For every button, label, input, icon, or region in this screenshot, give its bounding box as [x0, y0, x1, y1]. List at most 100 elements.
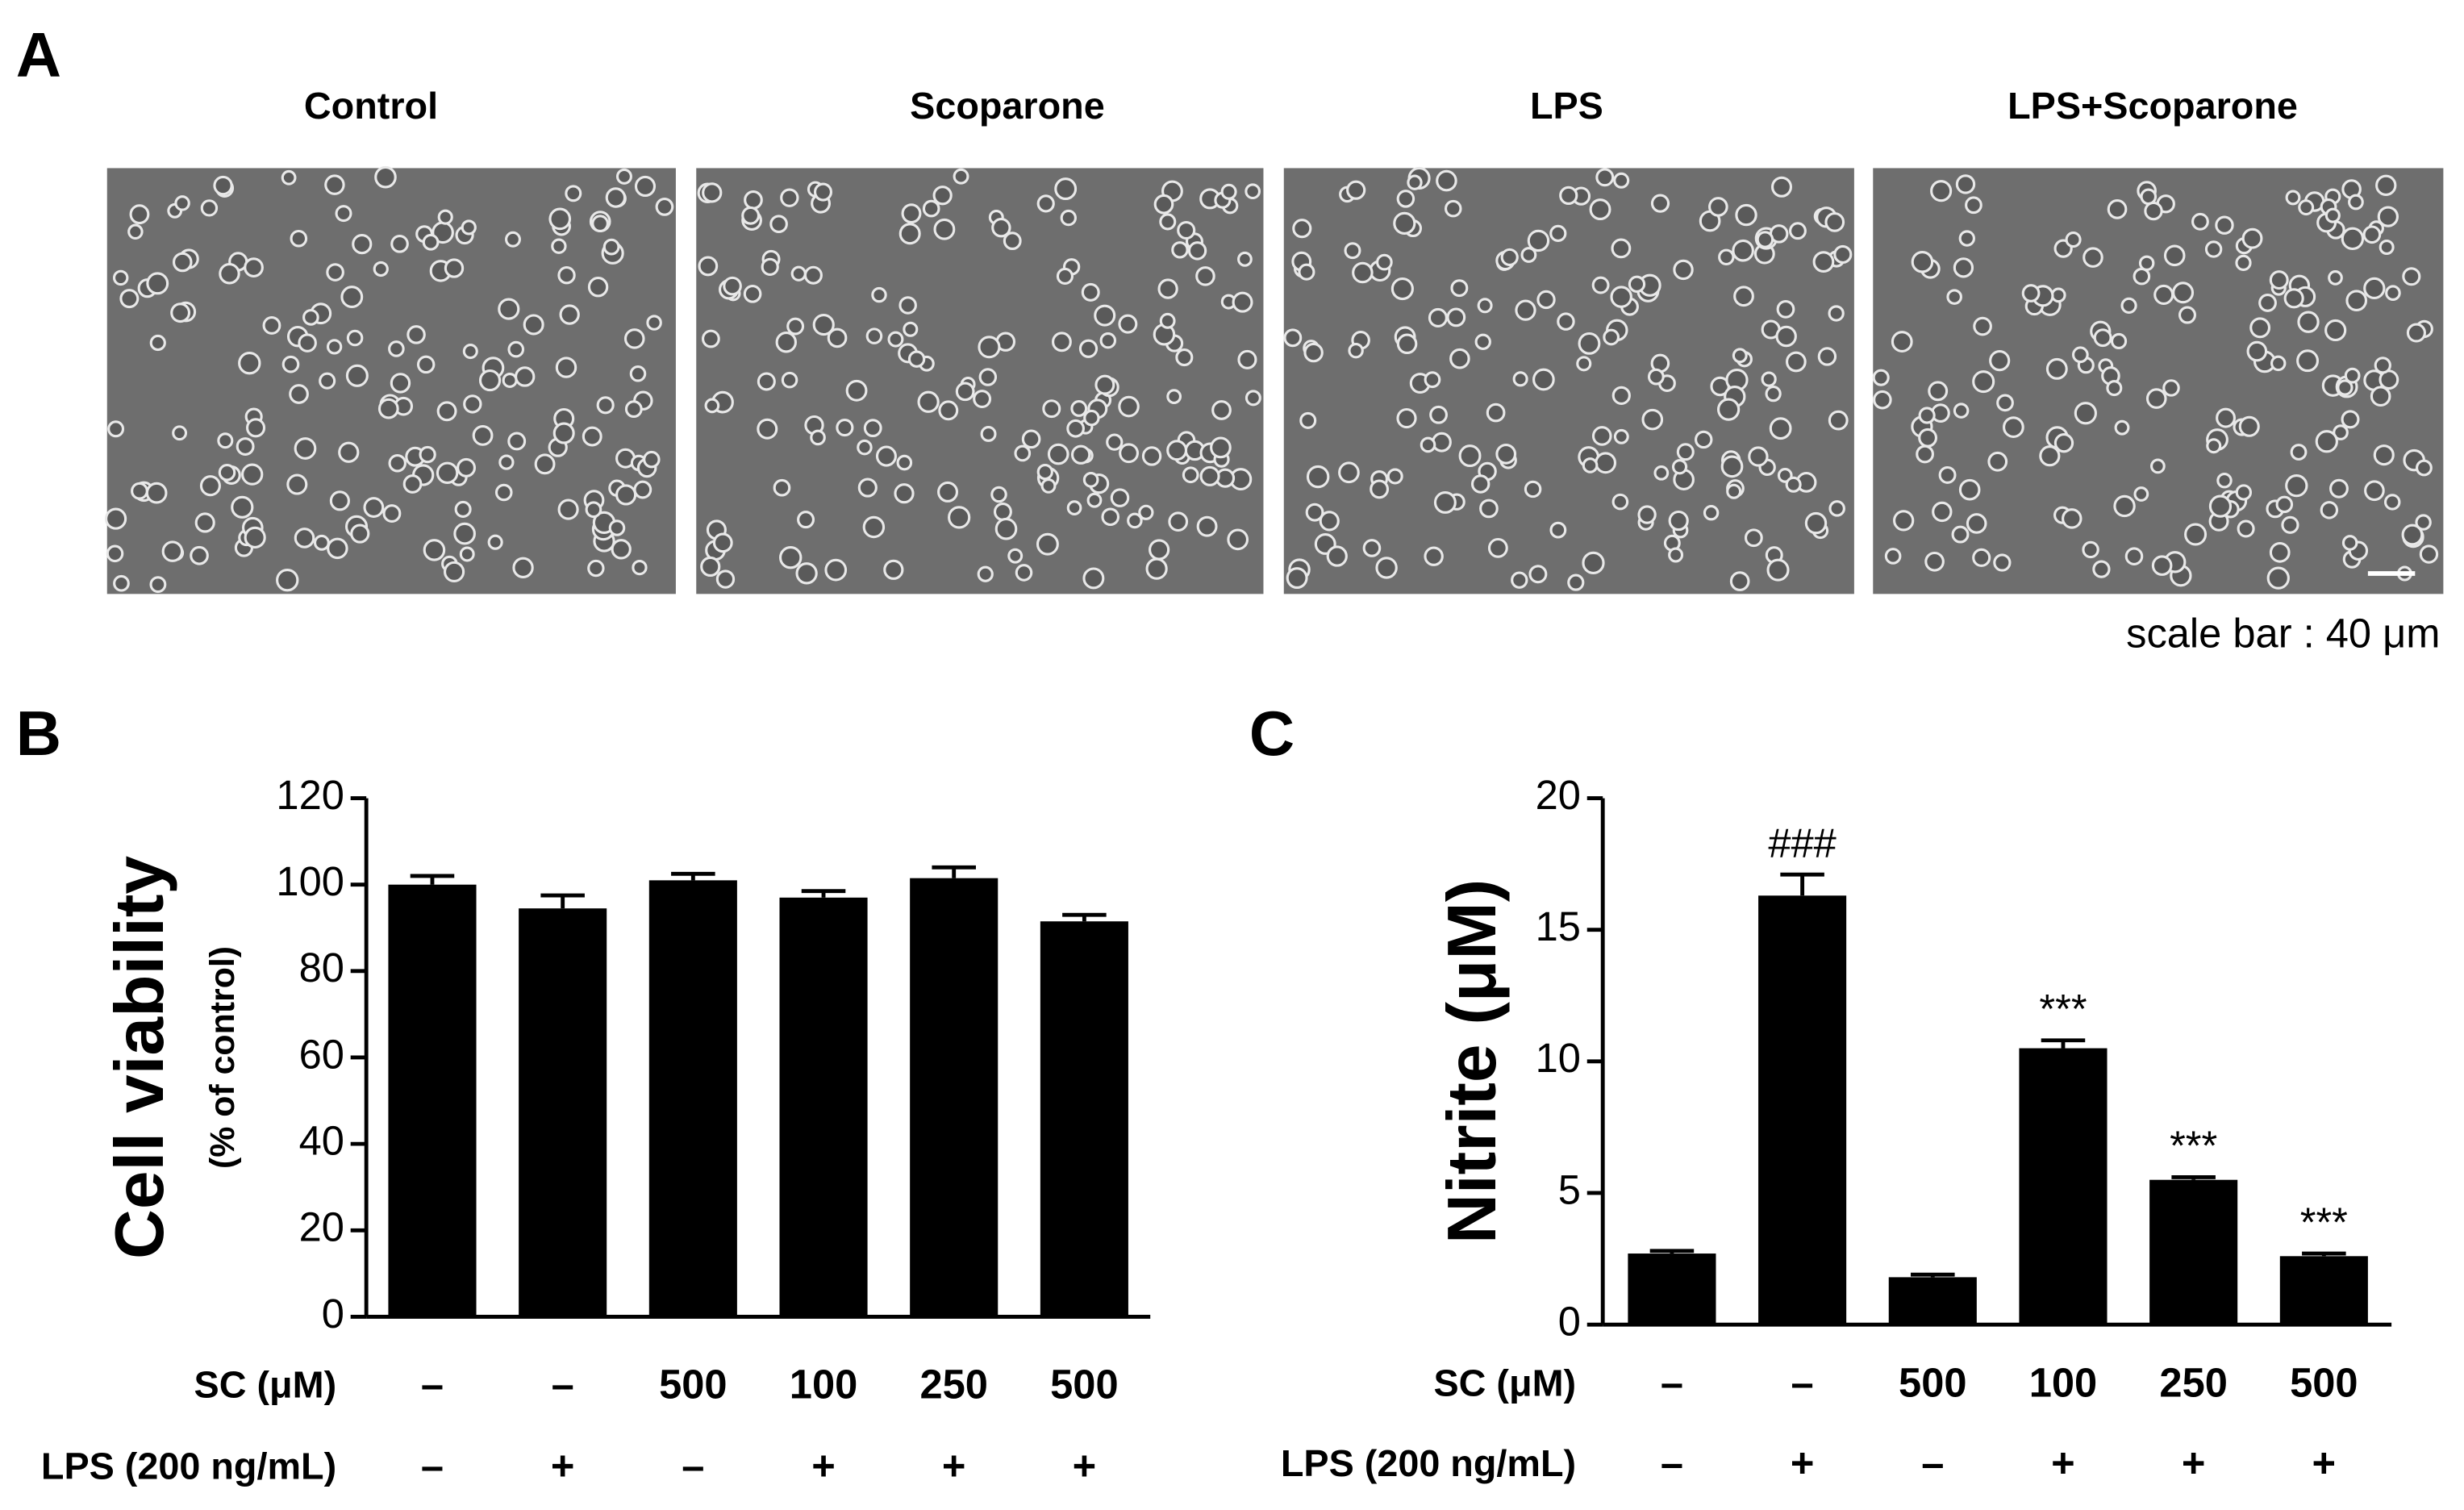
cell: [2341, 535, 2358, 551]
cell: [1733, 286, 1754, 307]
cell: [978, 336, 1001, 359]
error-bar: [2302, 1251, 2346, 1257]
cell: [1375, 557, 1398, 579]
cell: [775, 332, 797, 353]
cell: [294, 437, 317, 460]
cell: [1729, 571, 1750, 591]
cell: [1613, 428, 1629, 444]
cell: [629, 365, 647, 382]
significance-label: ###: [1768, 820, 1836, 866]
cell: [1611, 493, 1629, 511]
cell: [1595, 168, 1615, 187]
cell: [1650, 194, 1670, 213]
cell: [2383, 494, 2401, 511]
cell: [352, 234, 373, 255]
cell: [461, 219, 477, 236]
treatment-value: +: [1073, 1443, 1097, 1489]
cell: [978, 368, 998, 386]
cell: [335, 205, 352, 223]
cell: [1828, 410, 1849, 431]
y-tick-label: 10: [1536, 1035, 1581, 1081]
cell: [2401, 523, 2424, 546]
cell: [1429, 405, 1448, 424]
cell: [190, 545, 209, 565]
cell: [643, 450, 661, 469]
cell: [552, 422, 575, 444]
cell: [1094, 304, 1116, 327]
cell: [1628, 275, 1646, 293]
cell: [898, 296, 917, 315]
cell: [1175, 348, 1194, 367]
cell: [2341, 410, 2360, 429]
y-tick-label: 5: [1558, 1166, 1581, 1212]
cell: [2315, 430, 2338, 453]
cell: [1446, 307, 1466, 327]
cell: [1637, 505, 1657, 524]
cell: [845, 379, 868, 402]
cell: [896, 454, 913, 471]
cell: [2144, 201, 2163, 221]
cell: [1305, 503, 1324, 522]
cell: [769, 215, 788, 234]
cell: [953, 168, 969, 185]
cell: [2298, 199, 2315, 216]
cell: [1319, 511, 1340, 532]
cell: [611, 539, 632, 560]
cell: [1106, 433, 1124, 451]
cell: [2140, 188, 2158, 206]
y-axis-label: Cell viability: [101, 856, 178, 1259]
cell: [1708, 197, 1728, 217]
cell: [836, 419, 854, 437]
cell: [2281, 515, 2299, 534]
cell: [704, 398, 720, 414]
cell: [462, 344, 478, 360]
cell: [1559, 186, 1578, 206]
cell: [993, 502, 1012, 521]
cell: [977, 565, 994, 582]
cell: [1433, 490, 1457, 514]
cell: [1611, 386, 1631, 405]
cell: [1449, 348, 1470, 369]
cell: [2162, 379, 2180, 397]
cell: [701, 329, 720, 348]
cell: [2184, 523, 2208, 546]
bar: [2279, 1256, 2368, 1325]
cell: [551, 238, 567, 254]
cell: [1390, 277, 1414, 301]
cell: [373, 261, 389, 277]
cell: [1512, 371, 1528, 387]
cell: [1928, 381, 1949, 402]
cell: [112, 269, 129, 286]
cell: [107, 420, 125, 438]
cell: [557, 266, 576, 285]
cell: [1613, 172, 1630, 189]
cell: [1932, 501, 1953, 523]
treatment-value: +: [942, 1443, 966, 1489]
cell: [1958, 230, 1975, 247]
cell: [443, 561, 465, 583]
y-axis-sublabel: (% of control): [203, 946, 242, 1169]
cell: [1168, 511, 1189, 532]
cell: [1966, 513, 1987, 534]
cell: [2328, 270, 2343, 286]
cell: [723, 276, 742, 296]
cell: [790, 265, 807, 282]
cell: [1428, 307, 1448, 327]
cell: [2320, 501, 2339, 519]
cell: [1344, 242, 1361, 260]
cell: [1916, 444, 1934, 464]
cell: [1078, 339, 1099, 358]
cell: [1196, 515, 1218, 537]
cell: [2083, 247, 2103, 268]
cell: [1099, 332, 1117, 349]
cell: [2149, 458, 2166, 474]
cell: [377, 398, 399, 419]
cell: [512, 557, 534, 578]
cell: [865, 327, 883, 344]
cell: [1346, 180, 1366, 200]
cell: [1036, 463, 1053, 481]
treatment-value: –: [1661, 1440, 1683, 1486]
y-tick-label: 0: [322, 1291, 344, 1337]
cell: [1056, 267, 1074, 286]
cell: [624, 400, 643, 419]
